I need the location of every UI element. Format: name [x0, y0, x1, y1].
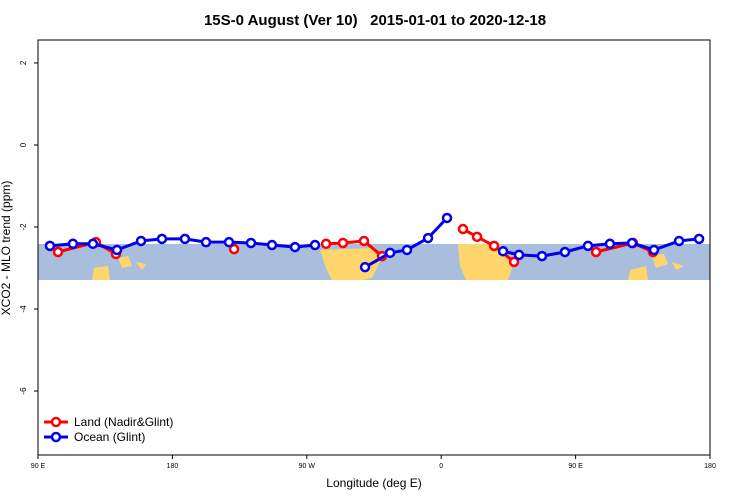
- chart-title: 15S-0 August (Ver 10) 2015-01-01 to 2020…: [204, 12, 546, 29]
- legend-marker: [50, 431, 62, 443]
- point: [457, 223, 469, 235]
- point: [87, 238, 99, 250]
- point: [488, 240, 500, 252]
- point: [422, 232, 434, 244]
- point: [266, 239, 278, 251]
- point: [179, 233, 191, 245]
- point: [508, 256, 520, 268]
- y-tick-label: -4: [19, 305, 28, 313]
- point: [626, 237, 638, 249]
- point: [693, 233, 705, 245]
- x-tick-label: 180: [704, 463, 716, 470]
- point: [471, 231, 483, 243]
- point: [401, 244, 413, 256]
- x-tick-label: 90 E: [31, 463, 46, 470]
- legend-marker: [50, 416, 62, 428]
- point: [559, 246, 571, 258]
- point: [156, 233, 168, 245]
- point: [289, 241, 301, 253]
- point: [309, 239, 321, 251]
- legend-label: Land (Nadir&Glint): [74, 415, 173, 429]
- point: [44, 240, 56, 252]
- point: [648, 244, 660, 256]
- x-tick-label: 90 E: [568, 463, 583, 470]
- point: [223, 236, 235, 248]
- point: [52, 246, 64, 258]
- x-axis-label: Longitude (deg E): [326, 476, 421, 490]
- legend-label: Ocean (Glint): [74, 430, 145, 444]
- x-tick-label: 0: [439, 463, 443, 470]
- point: [590, 246, 602, 258]
- point: [604, 238, 616, 250]
- point: [320, 238, 332, 250]
- point: [497, 245, 509, 257]
- point: [111, 244, 123, 256]
- point: [441, 212, 453, 224]
- point: [582, 240, 594, 252]
- point: [673, 235, 685, 247]
- y-tick-label: -6: [19, 387, 28, 395]
- y-axis-label: XCO2 - MLO trend (ppm): [0, 181, 13, 316]
- x-tick-label: 180: [167, 463, 179, 470]
- point: [359, 261, 371, 273]
- y-tick-label: -2: [19, 223, 28, 231]
- point: [358, 235, 370, 247]
- point: [337, 237, 349, 249]
- x-tick-label: 90 W: [299, 463, 316, 470]
- point: [384, 247, 396, 259]
- point: [67, 238, 79, 250]
- point: [135, 235, 147, 247]
- plot-frame: [37, 39, 711, 456]
- point: [200, 236, 212, 248]
- point: [228, 243, 240, 255]
- point: [536, 250, 548, 262]
- y-tick-label: 2: [19, 60, 28, 65]
- point: [513, 249, 525, 261]
- y-tick-label: 0: [19, 142, 28, 147]
- point: [245, 237, 257, 249]
